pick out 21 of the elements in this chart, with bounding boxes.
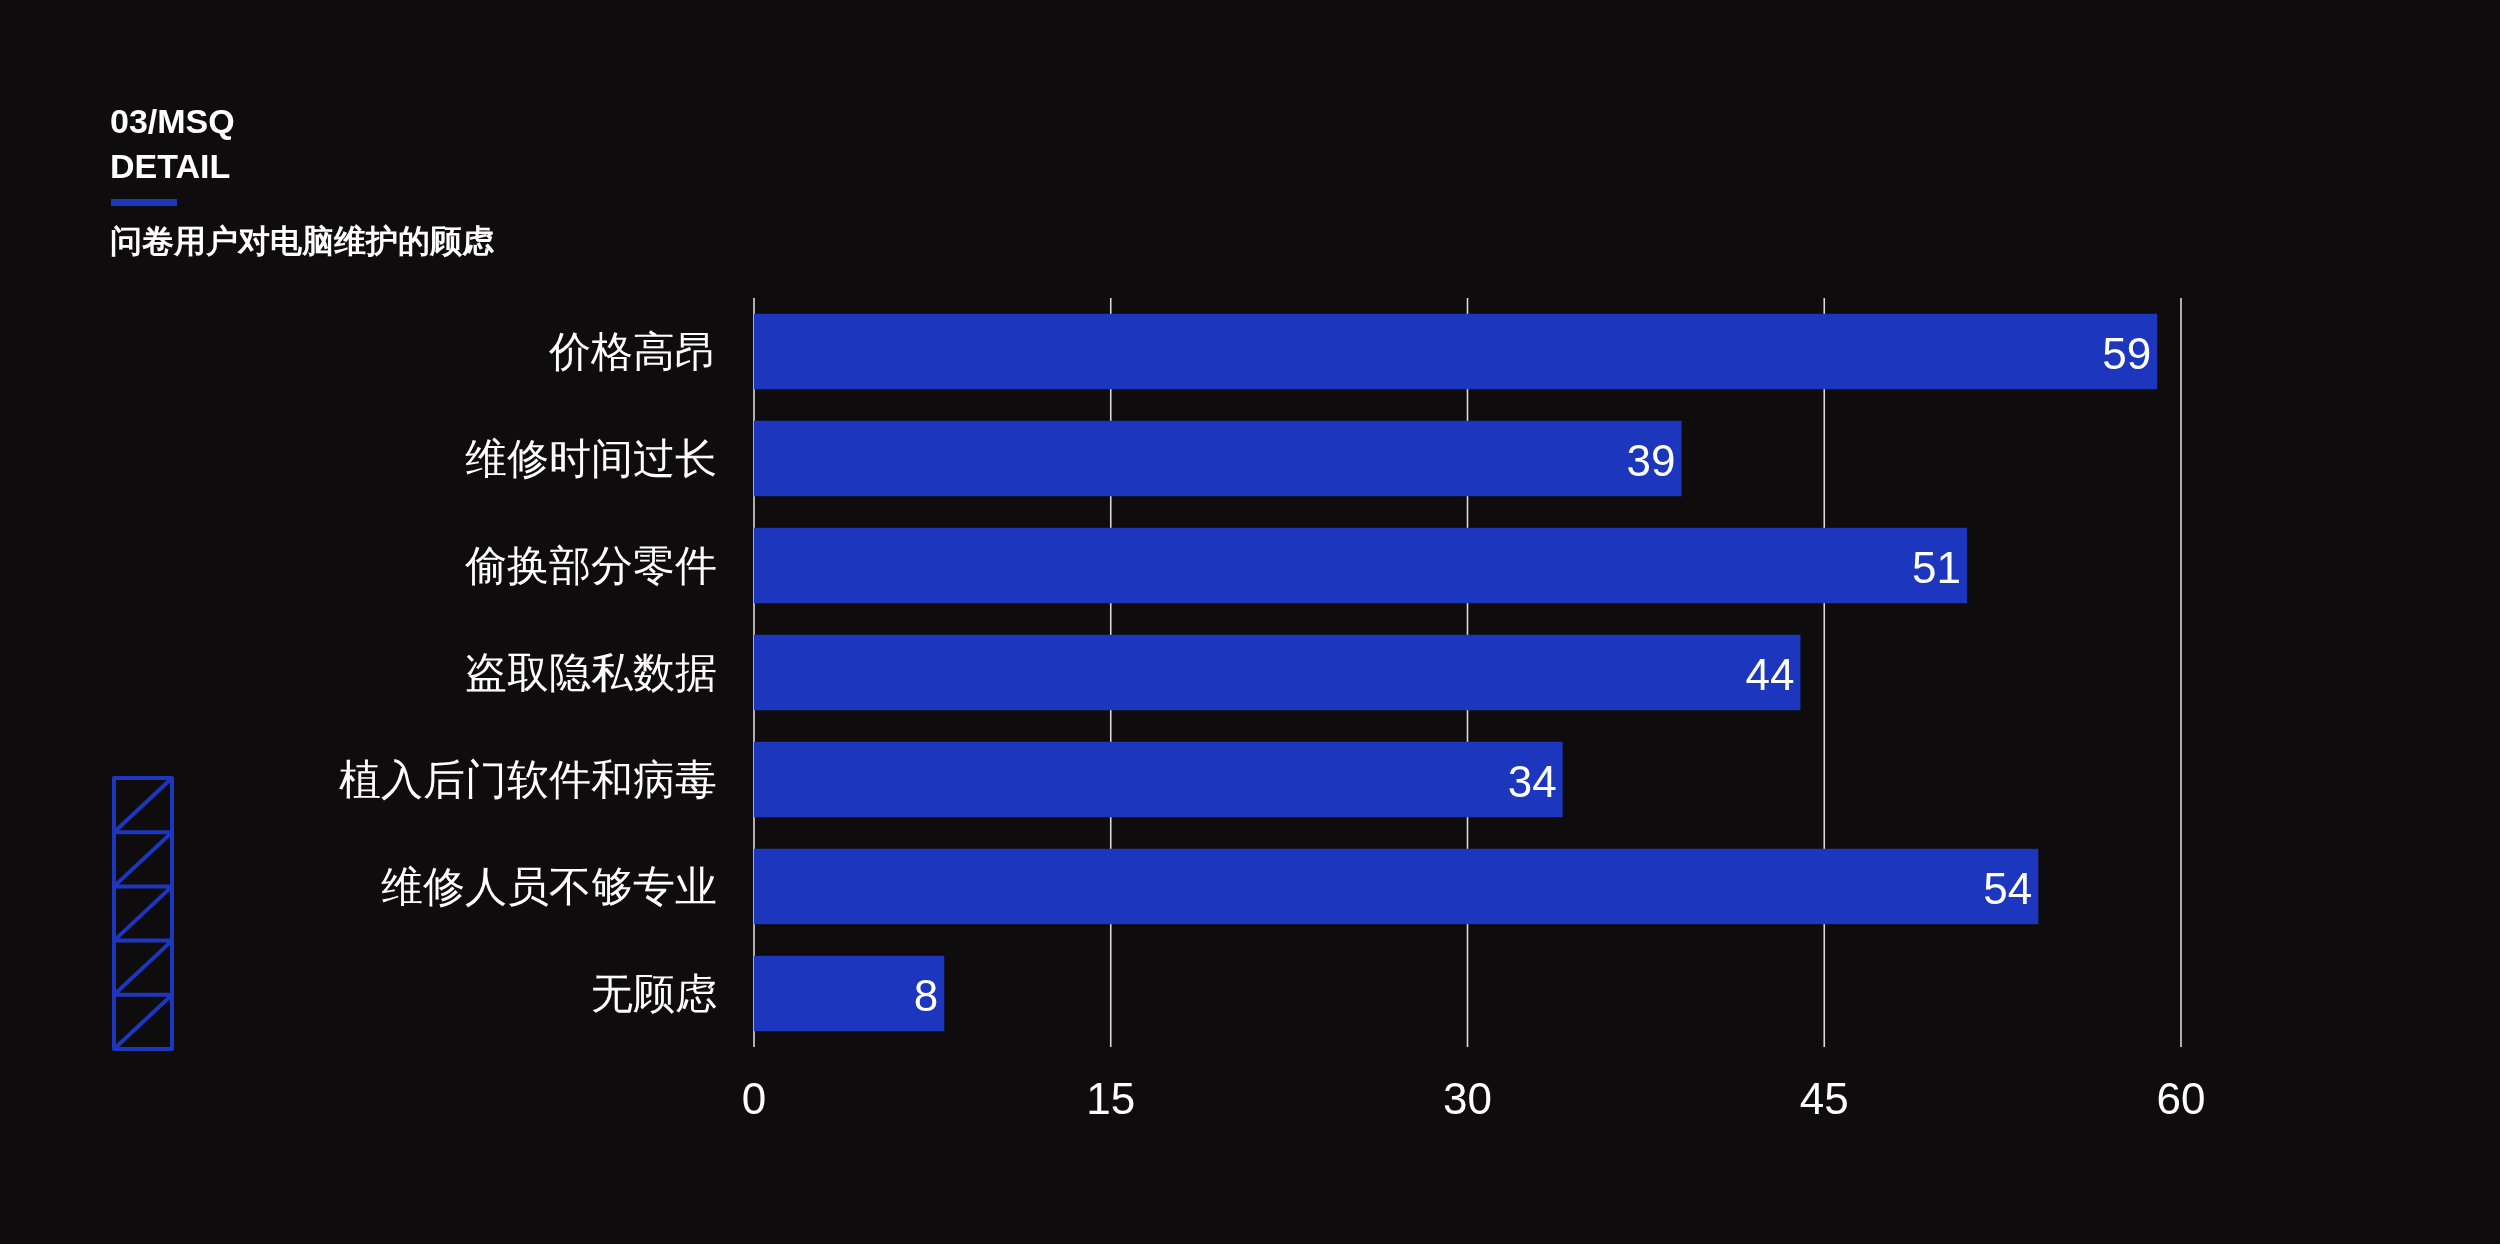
- x-tick-label: 0: [741, 1073, 767, 1123]
- y-tick-label: 盗取隐私数据: [465, 649, 717, 696]
- y-tick-label: 价格高昂: [548, 328, 717, 375]
- y-tick-label: 维修人员不够专业: [381, 863, 717, 910]
- text: 03/MSQ DETAIL: [110, 102, 235, 185]
- data-label: 8: [913, 971, 939, 1020]
- data-label: 39: [1626, 436, 1676, 485]
- x-tick-label: 45: [1799, 1073, 1849, 1123]
- x-tick-label: 60: [2156, 1073, 2206, 1123]
- y-tick-label: 植入后门软件和病毒: [339, 756, 717, 803]
- data-label: 34: [1507, 757, 1557, 806]
- text: 问卷用户对电脑维护的顾虑: [110, 223, 495, 259]
- data-label: 51: [1912, 543, 1961, 592]
- data-label: 59: [2102, 329, 2152, 378]
- y-tick-label: 无顾虑: [591, 970, 717, 1017]
- data-label: 54: [1983, 864, 2033, 913]
- x-tick-label: 30: [1443, 1073, 1492, 1123]
- data-label: 44: [1745, 650, 1795, 699]
- y-tick-label: 维修时间过长: [465, 435, 717, 482]
- x-tick-label: 15: [1086, 1073, 1136, 1123]
- y-tick-label: 偷换部分零件: [465, 542, 717, 589]
